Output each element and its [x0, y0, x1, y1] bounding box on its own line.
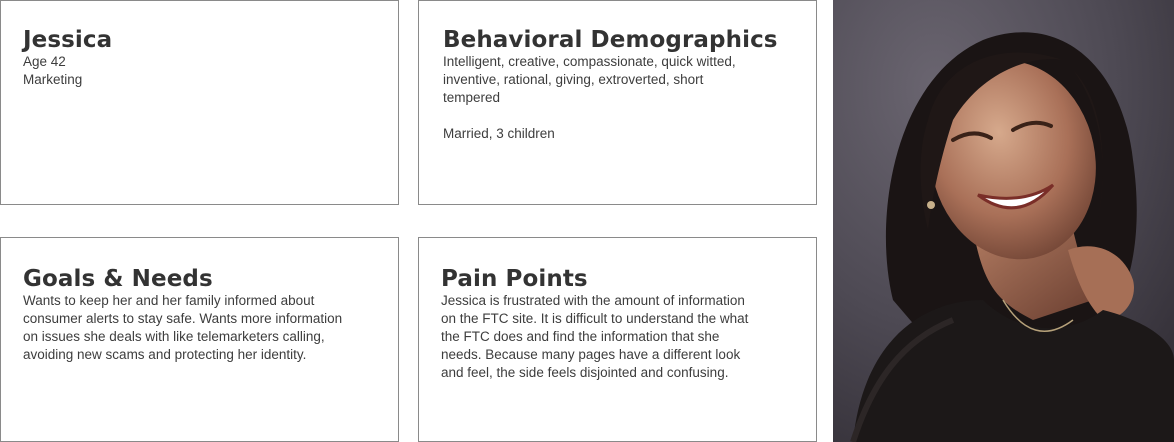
persona-age: Age 42: [23, 54, 66, 69]
pain-points-line: needs. Because many pages have a differe…: [441, 347, 741, 362]
profile-card: Jessica Age 42 Marketing: [0, 0, 399, 205]
pain-points-line: Jessica is frustrated with the amount of…: [441, 293, 745, 308]
behavioral-traits-line: inventive, rational, giving, extroverted…: [443, 72, 704, 87]
behavioral-demographics-card: Behavioral Demographics Intelligent, cre…: [418, 0, 817, 205]
persona-occupation: Marketing: [23, 72, 83, 87]
behavioral-title: Behavioral Demographics: [443, 27, 778, 53]
behavioral-details: Intelligent, creative, compassionate, qu…: [443, 53, 783, 143]
goals-title: Goals & Needs: [23, 266, 213, 292]
persona-photo-icon: [833, 0, 1174, 442]
pain-points-line: the FTC does and find the information th…: [441, 329, 720, 344]
family-status: Married, 3 children: [443, 126, 555, 141]
goals-needs-card: Goals & Needs Wants to keep her and her …: [0, 237, 399, 442]
pain-points-line: and feel, the side feels disjointed and …: [441, 365, 729, 380]
profile-details: Age 42 Marketing: [23, 53, 376, 89]
goals-line: avoiding new scams and protecting her id…: [23, 347, 307, 362]
spacer: [443, 107, 783, 125]
behavioral-traits-line: Intelligent, creative, compassionate, qu…: [443, 54, 736, 69]
persona-name: Jessica: [23, 27, 113, 53]
behavioral-traits-line: tempered: [443, 90, 501, 105]
goals-line: Wants to keep her and her family informe…: [23, 293, 315, 308]
pain-points-line: on the FTC site. It is difficult to unde…: [441, 311, 749, 326]
persona-photo: [833, 0, 1174, 442]
goals-line: consumer alerts to stay safe. Wants more…: [23, 311, 343, 326]
goals-text: Wants to keep her and her family informe…: [23, 292, 373, 364]
goals-line: on issues she deals with like telemarket…: [23, 329, 325, 344]
pain-points-title: Pain Points: [441, 266, 588, 292]
pain-points-card: Pain Points Jessica is frustrated with t…: [418, 237, 817, 442]
pain-points-text: Jessica is frustrated with the amount of…: [441, 292, 791, 382]
